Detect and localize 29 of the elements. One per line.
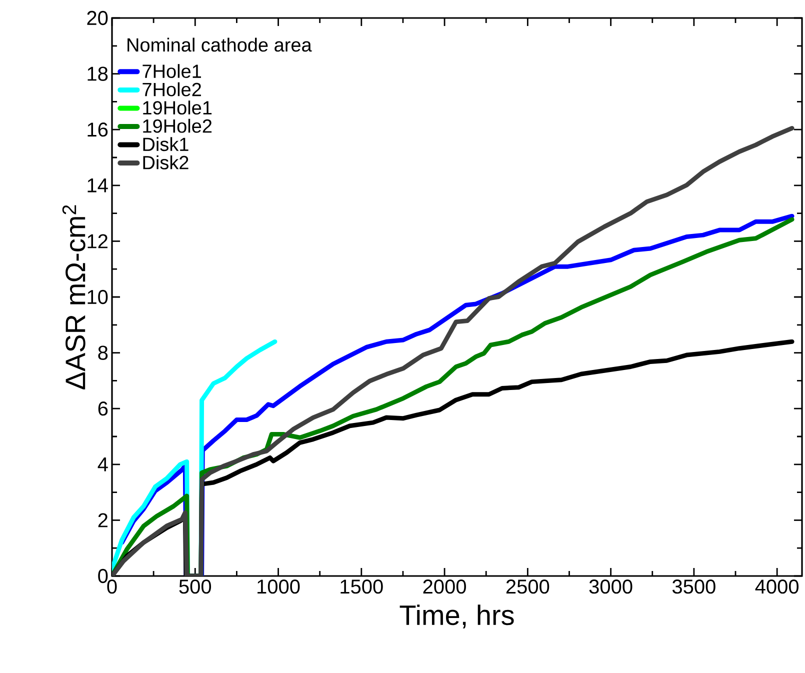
y-axis-title: ΔASR mΩ-cm$^{2}$ xyxy=(62,205,86,390)
x-tick-label: 2500 xyxy=(506,580,550,594)
x-tick-label: 500 xyxy=(179,580,212,594)
x-tick-label: 1500 xyxy=(340,580,383,594)
y-tick-label: 12 xyxy=(88,234,108,248)
legend-label: 7Hole2 xyxy=(142,82,201,96)
x-tick-label: 3000 xyxy=(589,580,632,594)
x-tick-label: 0 xyxy=(107,580,117,594)
legend-label: 7Hole1 xyxy=(142,64,201,78)
x-tick-label: 2000 xyxy=(423,580,466,594)
x-tick-label: 4000 xyxy=(755,580,799,594)
y-tick-label: 16 xyxy=(88,122,108,137)
y-tick-label: 8 xyxy=(98,346,108,360)
y-tick-label: 4 xyxy=(98,458,108,472)
legend-label: Disk1 xyxy=(143,137,188,152)
y-tick-label: 10 xyxy=(88,290,108,304)
y-tick-label: 0 xyxy=(98,568,108,584)
y-tick-label: 6 xyxy=(98,402,108,416)
x-axis-title: Time, hrs xyxy=(400,604,514,628)
y-tick-label: 2 xyxy=(98,513,108,528)
y-tick-label: 18 xyxy=(88,66,108,81)
y-tick-label: 20 xyxy=(87,10,108,26)
legend-title: Nominal cathode area xyxy=(128,38,312,52)
y-tick-label: 14 xyxy=(88,178,108,192)
x-tick-label: 3500 xyxy=(672,580,716,594)
x-tick-label: 1000 xyxy=(258,580,300,594)
legend-label: 19Hole1 xyxy=(143,100,212,115)
legend-label: Disk2 xyxy=(143,155,188,170)
legend-label: 19Hole2 xyxy=(143,118,212,133)
